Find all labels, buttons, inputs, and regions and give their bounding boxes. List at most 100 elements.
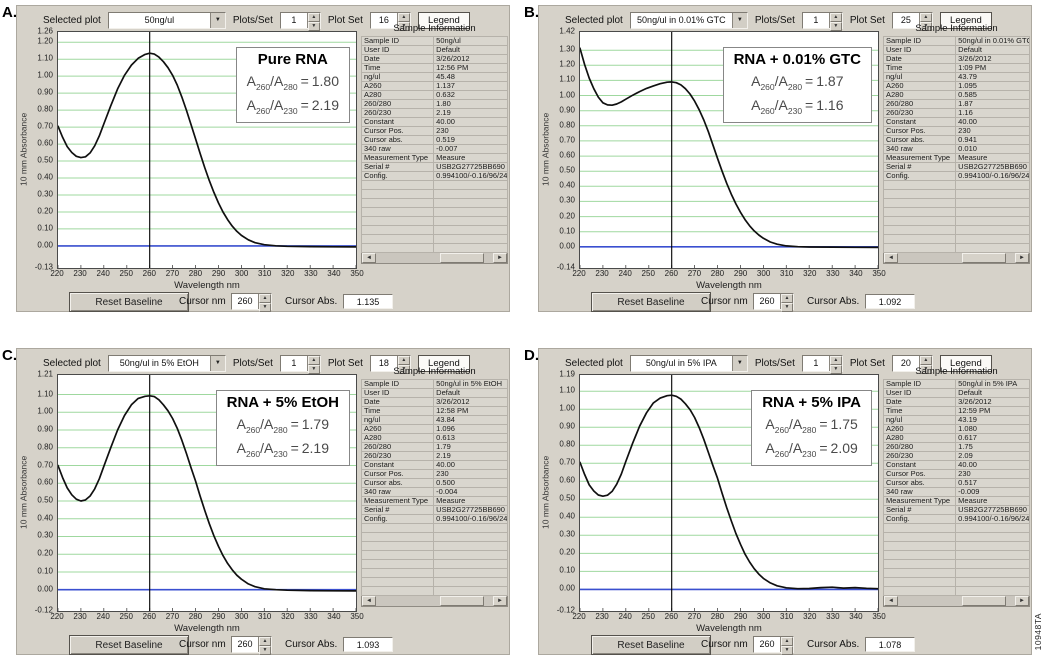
cursor-nm-spinner[interactable]: 260 ▲ ▼ xyxy=(753,293,794,312)
selected-plot-dropdown[interactable]: 50ng/ul ▼ xyxy=(107,11,226,29)
spinner-arrows[interactable]: ▲ ▼ xyxy=(396,12,410,31)
reset-baseline-button[interactable]: Reset Baseline xyxy=(69,635,189,655)
plot-set-spinner[interactable]: 16 ▲ ▼ xyxy=(369,11,411,31)
y-axis-tick-labels: 1.19 1.10 1.00 0.90 0.80 0.70 0.60 0.50 0.40 0.30… xyxy=(551,370,577,615)
spin-down-icon[interactable]: ▼ xyxy=(259,303,271,312)
scroll-right-icon[interactable]: ► xyxy=(493,253,507,263)
plot-set-spinner[interactable]: 18 ▲ ▼ xyxy=(369,354,411,374)
table-horizontal-scrollbar[interactable]: ◄ ► xyxy=(361,596,508,607)
selected-plot-dropdown[interactable]: 50ng/ul in 0.01% GTC ▼ xyxy=(629,11,748,29)
formula-base: A xyxy=(236,439,246,456)
spinner-arrows[interactable]: ▲ ▼ xyxy=(828,355,842,374)
cursor-abs-field[interactable]: 1.092 xyxy=(865,294,915,309)
spin-down-icon[interactable]: ▼ xyxy=(307,21,320,31)
cursor-abs-field[interactable]: 1.135 xyxy=(343,294,393,309)
scroll-left-icon[interactable]: ◄ xyxy=(362,253,376,263)
absorbance-spectrum-plot[interactable]: RNA + 5% IPA A260/A280 = 1.75 A260/A230 = 2.… xyxy=(579,374,879,612)
spin-down-icon[interactable]: ▼ xyxy=(829,364,842,374)
absorbance-spectrum-plot[interactable]: RNA + 0.01% GTC A260/A280 = 1.87 A260/A230… xyxy=(579,31,879,269)
scroll-right-icon[interactable]: ► xyxy=(1015,596,1029,606)
spin-down-icon[interactable]: ▼ xyxy=(259,646,271,655)
spinner-arrows[interactable]: ▲ ▼ xyxy=(258,637,271,655)
plot-set-spinner[interactable]: 20 ▲ ▼ xyxy=(891,354,933,374)
plots-per-set-spinner[interactable]: 1 ▲ ▼ xyxy=(801,354,843,374)
dropdown-arrow-icon[interactable]: ▼ xyxy=(209,12,225,28)
spin-up-icon[interactable]: ▲ xyxy=(781,637,793,646)
reset-baseline-button[interactable]: Reset Baseline xyxy=(69,292,189,312)
legend-button[interactable]: Legend xyxy=(939,11,992,29)
spin-up-icon[interactable]: ▲ xyxy=(919,355,932,365)
spin-up-icon[interactable]: ▲ xyxy=(259,294,271,303)
cursor-abs-field[interactable]: 1.078 xyxy=(865,637,915,652)
spinner-arrows[interactable]: ▲ ▼ xyxy=(306,12,320,31)
spinner-arrows[interactable]: ▲ ▼ xyxy=(828,12,842,31)
table-horizontal-scrollbar[interactable]: ◄ ► xyxy=(883,596,1030,607)
spin-up-icon[interactable]: ▲ xyxy=(781,294,793,303)
selected-plot-dropdown[interactable]: 50ng/ul in 5% EtOH ▼ xyxy=(107,354,226,372)
formula-subscript: 230 xyxy=(787,105,803,116)
x-tick-label: 250 xyxy=(641,612,655,621)
spin-down-icon[interactable]: ▼ xyxy=(781,646,793,655)
spin-up-icon[interactable]: ▲ xyxy=(259,637,271,646)
reset-baseline-button[interactable]: Reset Baseline xyxy=(591,635,711,655)
spin-down-icon[interactable]: ▼ xyxy=(397,364,410,374)
scrollbar-track[interactable] xyxy=(898,596,1015,606)
plots-per-set-spinner[interactable]: 1 ▲ ▼ xyxy=(801,11,843,31)
cursor-abs-field[interactable]: 1.093 xyxy=(343,637,393,652)
spinner-arrows[interactable]: ▲ ▼ xyxy=(918,355,932,374)
spin-up-icon[interactable]: ▲ xyxy=(307,12,320,22)
spinner-arrows[interactable]: ▲ ▼ xyxy=(258,294,271,312)
table-row: Cursor Pos. 230 xyxy=(360,126,508,136)
spin-up-icon[interactable]: ▲ xyxy=(397,12,410,22)
spin-up-icon[interactable]: ▲ xyxy=(829,355,842,365)
scroll-left-icon[interactable]: ◄ xyxy=(884,253,898,263)
dropdown-arrow-icon[interactable]: ▼ xyxy=(731,12,747,28)
scrollbar-track[interactable] xyxy=(898,253,1015,263)
absorbance-spectrum-plot[interactable]: RNA + 5% EtOH A260/A280 = 1.79 A260/A230 = 2… xyxy=(57,374,357,612)
table-horizontal-scrollbar[interactable]: ◄ ► xyxy=(361,253,508,264)
y-tick-label: 0.20 xyxy=(37,548,53,558)
cursor-nm-spinner[interactable]: 260 ▲ ▼ xyxy=(753,636,794,655)
scrollbar-track[interactable] xyxy=(376,596,493,606)
scroll-right-icon[interactable]: ► xyxy=(493,596,507,606)
scroll-left-icon[interactable]: ◄ xyxy=(362,596,376,606)
dropdown-arrow-icon[interactable]: ▼ xyxy=(209,355,225,371)
field-value: 40.00 xyxy=(433,117,508,127)
legend-button[interactable]: Legend xyxy=(939,354,992,372)
spin-up-icon[interactable]: ▲ xyxy=(307,355,320,365)
cursor-nm-spinner[interactable]: 260 ▲ ▼ xyxy=(231,293,272,312)
legend-button[interactable]: Legend xyxy=(417,354,470,372)
absorbance-spectrum-plot[interactable]: Pure RNA A260/A280 = 1.80 A260/A230 = 2.19 xyxy=(57,31,357,269)
spin-down-icon[interactable]: ▼ xyxy=(919,21,932,31)
spin-down-icon[interactable]: ▼ xyxy=(397,21,410,31)
spinner-arrows[interactable]: ▲ ▼ xyxy=(780,637,793,655)
spin-up-icon[interactable]: ▲ xyxy=(397,355,410,365)
spin-down-icon[interactable]: ▼ xyxy=(829,21,842,31)
dropdown-arrow-icon[interactable]: ▼ xyxy=(731,355,747,371)
spin-up-icon[interactable]: ▲ xyxy=(829,12,842,22)
scroll-left-icon[interactable]: ◄ xyxy=(884,596,898,606)
legend-button[interactable]: Legend xyxy=(417,11,470,29)
spinner-arrows[interactable]: ▲ ▼ xyxy=(780,294,793,312)
scrollbar-thumb[interactable] xyxy=(440,253,485,263)
spinner-arrows[interactable]: ▲ ▼ xyxy=(918,12,932,31)
reset-baseline-button[interactable]: Reset Baseline xyxy=(591,292,711,312)
field-label: 260/280 xyxy=(882,442,957,452)
spin-down-icon[interactable]: ▼ xyxy=(781,303,793,312)
cursor-nm-spinner[interactable]: 260 ▲ ▼ xyxy=(231,636,272,655)
spin-up-icon[interactable]: ▲ xyxy=(919,12,932,22)
plot-set-spinner[interactable]: 25 ▲ ▼ xyxy=(891,11,933,31)
scrollbar-thumb[interactable] xyxy=(440,596,485,606)
scrollbar-track[interactable] xyxy=(376,253,493,263)
spin-down-icon[interactable]: ▼ xyxy=(919,364,932,374)
spinner-arrows[interactable]: ▲ ▼ xyxy=(396,355,410,374)
spin-down-icon[interactable]: ▼ xyxy=(307,364,320,374)
spinner-arrows[interactable]: ▲ ▼ xyxy=(306,355,320,374)
table-horizontal-scrollbar[interactable]: ◄ ► xyxy=(883,253,1030,264)
scrollbar-thumb[interactable] xyxy=(962,253,1007,263)
plots-per-set-spinner[interactable]: 1 ▲ ▼ xyxy=(279,354,321,374)
scrollbar-thumb[interactable] xyxy=(962,596,1007,606)
scroll-right-icon[interactable]: ► xyxy=(1015,253,1029,263)
selected-plot-dropdown[interactable]: 50ng/ul in 5% IPA ▼ xyxy=(629,354,748,372)
plots-per-set-spinner[interactable]: 1 ▲ ▼ xyxy=(279,11,321,31)
